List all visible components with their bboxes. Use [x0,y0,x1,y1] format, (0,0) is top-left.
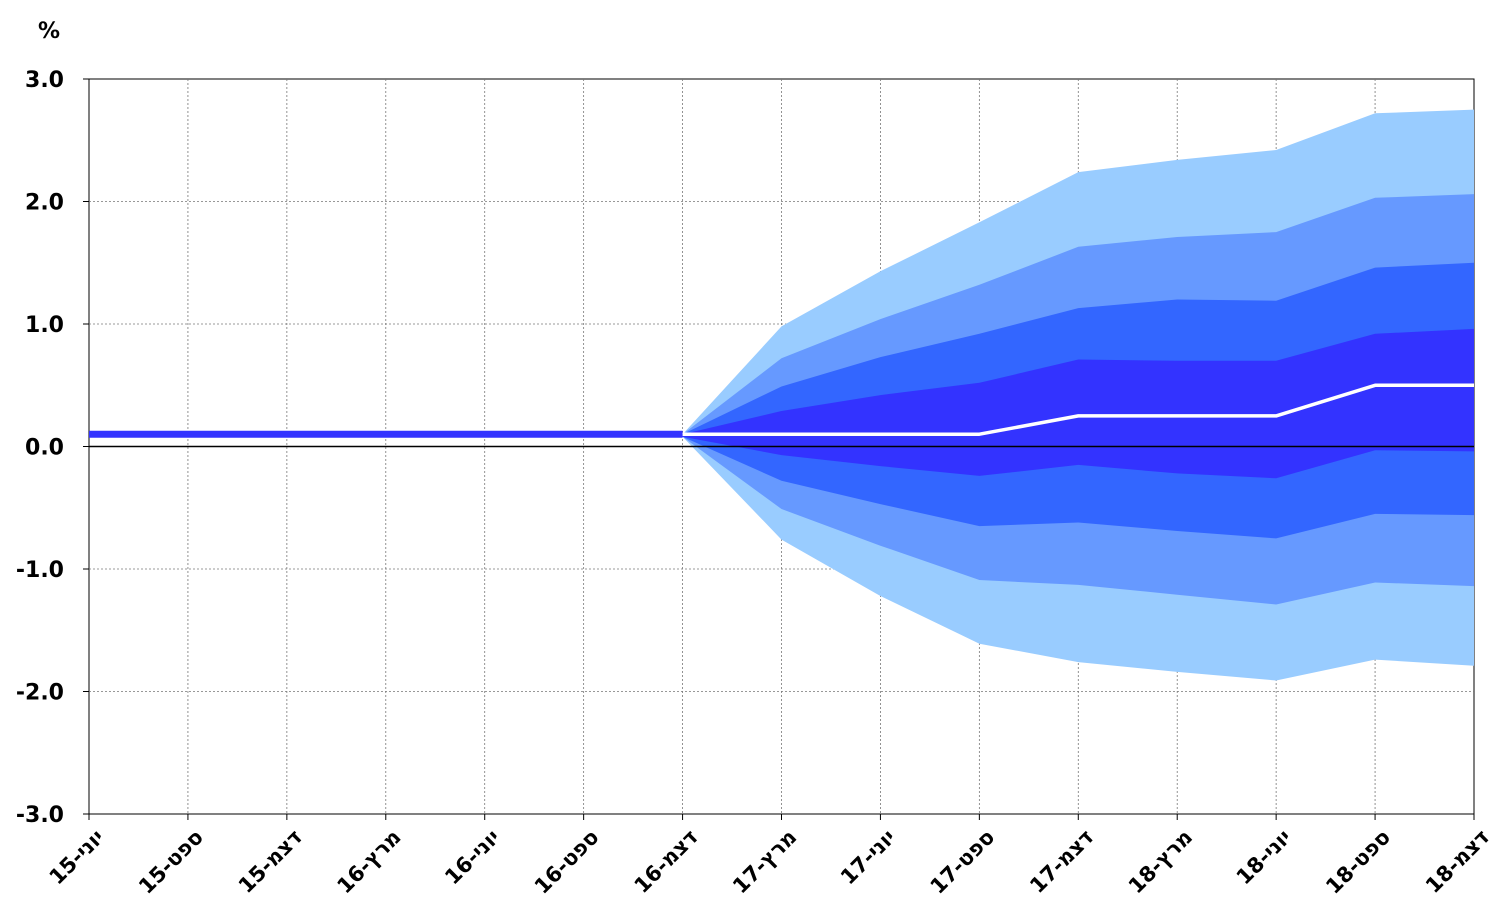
fan-bands [89,109,1474,681]
y-tick-label: -2.0 [16,681,64,706]
axes [83,78,1475,820]
x-tick-label: דצמ-18 [1421,825,1494,898]
x-tick-label: יוני-17 [836,825,900,889]
y-tick-label: 1.0 [25,313,64,338]
x-tick-label: מרץ-17 [728,825,801,898]
y-tick-label: 2.0 [25,191,64,216]
y-tick-label: -1.0 [16,558,64,583]
x-tick-label: יוני-18 [1232,825,1296,889]
x-tick-labels: יוני-15 ספט-15 דצמ-15 מרץ-16 יוני-16 ספט-16 דצ… [45,825,1494,899]
y-tick-labels: 3.0 2.0 1.0 0.0 -1.0 -2.0 -3.0 [16,68,64,828]
x-tick-label: יוני-15 [45,825,109,889]
x-tick-label: דצמ-17 [1025,825,1098,898]
x-tick-label: ספט-18 [1321,825,1395,899]
x-tick-label: ספט-16 [530,825,604,899]
fan-band-4 [89,328,1474,479]
x-tick-label: יוני-16 [440,825,504,889]
x-tick-label: ספט-17 [926,825,1000,899]
x-tick-label: ספט-15 [134,825,208,899]
y-tick-label: 3.0 [25,68,64,93]
y-tick-label: 0.0 [25,436,64,461]
unit-label: % [38,19,60,44]
y-tick-label: -3.0 [16,803,64,828]
x-tick-label: מרץ-18 [1124,825,1197,898]
x-tick-label: דצמ-15 [234,825,307,898]
fan-band-3 [89,262,1474,539]
x-tick-label: דצמ-16 [630,825,703,898]
x-tick-label: מרץ-16 [332,825,405,898]
median-forecast-line [682,383,1474,436]
series-lines [89,383,1474,438]
